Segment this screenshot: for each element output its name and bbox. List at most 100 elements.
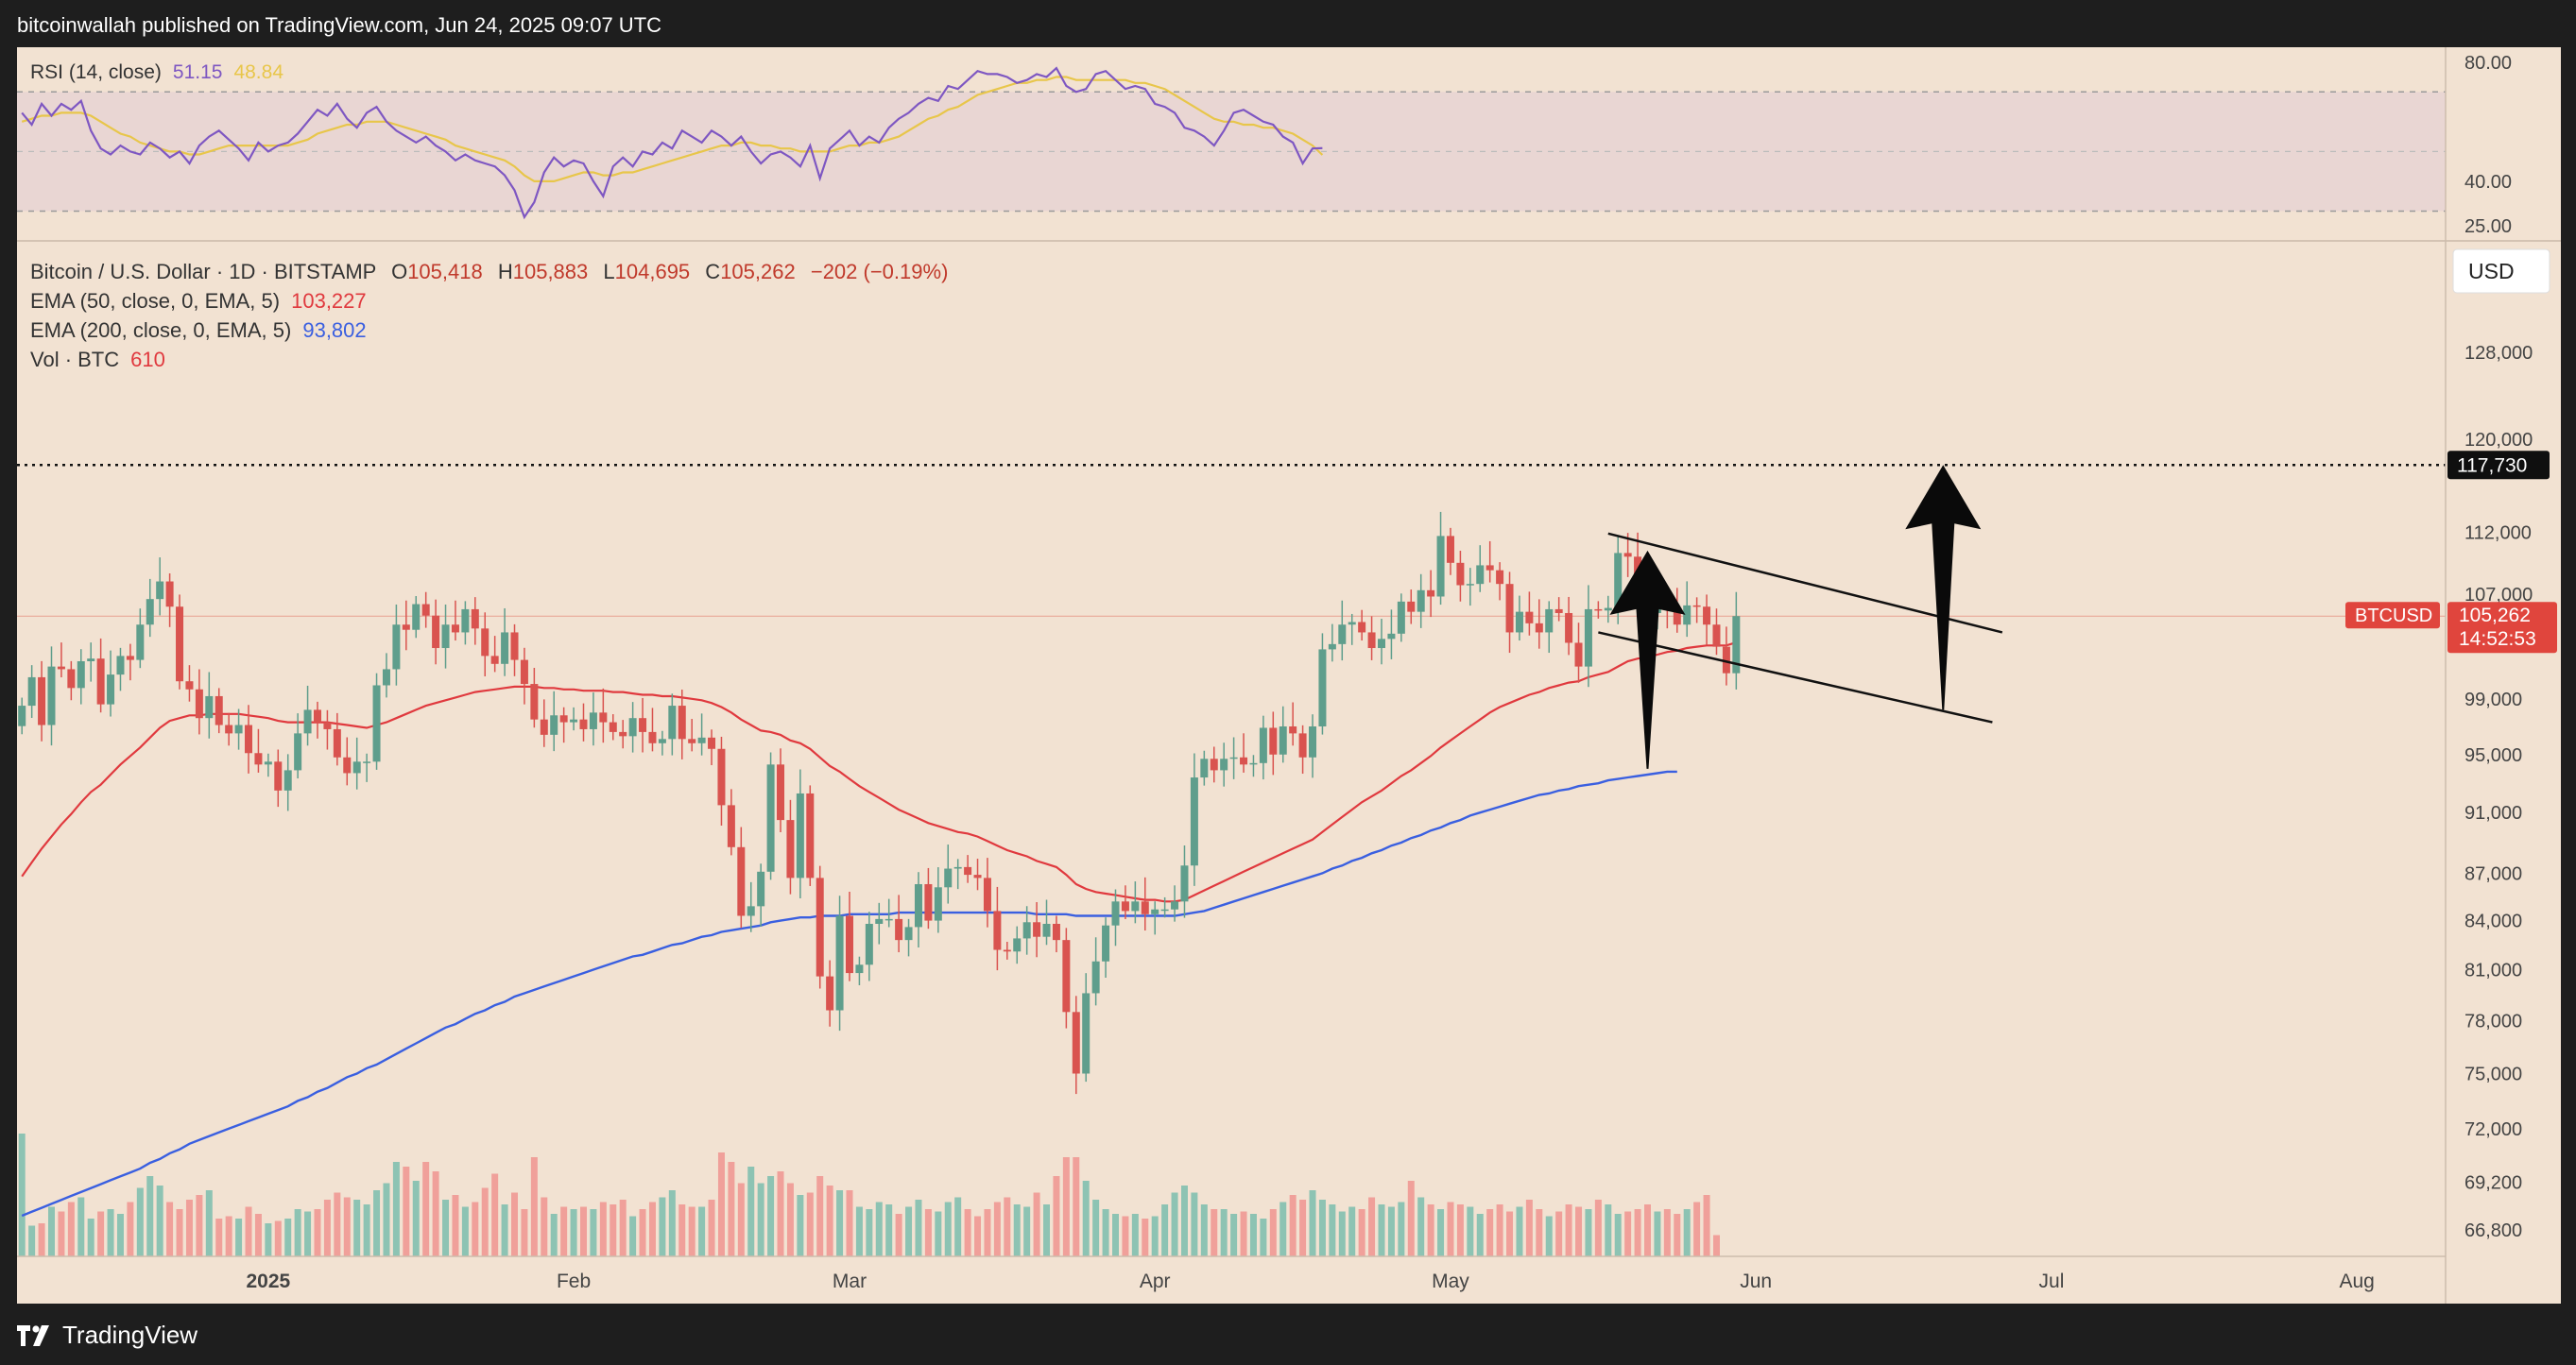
- volume-bar: [1142, 1219, 1149, 1256]
- volume-bar: [855, 1206, 863, 1256]
- candle: [1318, 633, 1327, 735]
- candle: [1623, 533, 1632, 577]
- candle: [1062, 928, 1071, 1029]
- price-pane: Bitcoin / U.S. Dollar · 1D · BITSTAMP O1…: [17, 260, 2446, 1256]
- volume-bar: [176, 1209, 183, 1256]
- candle: [1249, 755, 1258, 777]
- price-tick-label: 91,000: [2464, 803, 2522, 824]
- low-value: 104,695: [615, 260, 691, 283]
- volume-bar: [1585, 1209, 1592, 1256]
- channel-line[interactable]: [1598, 631, 1993, 724]
- candle: [185, 665, 194, 702]
- candle: [1712, 608, 1721, 656]
- candle: [27, 665, 36, 718]
- candle: [609, 714, 617, 741]
- volume-bar: [363, 1204, 370, 1256]
- volume-bar: [58, 1211, 65, 1256]
- candle: [1180, 845, 1189, 918]
- candle: [57, 642, 65, 678]
- chart-area[interactable]: RSI (14, close) 51.15 48.84 80.00 40.00 25.0…: [17, 47, 2561, 1304]
- volume-bar: [1151, 1216, 1159, 1256]
- volume-bar: [254, 1214, 262, 1256]
- candle: [156, 557, 164, 616]
- channel-line[interactable]: [1607, 532, 2003, 634]
- volume-bar: [67, 1202, 75, 1256]
- volume-bar: [265, 1223, 272, 1256]
- price-tick-label: 84,000: [2464, 912, 2522, 932]
- volume-bar: [639, 1209, 646, 1256]
- candle: [38, 660, 46, 742]
- volume-bar: [1467, 1206, 1474, 1256]
- candle: [510, 623, 519, 676]
- candle: [747, 881, 755, 932]
- volume-bar: [560, 1206, 568, 1256]
- candle: [18, 697, 26, 735]
- candle: [826, 960, 834, 1027]
- candle: [412, 595, 421, 639]
- volume-bar: [1407, 1181, 1415, 1256]
- candle: [1160, 896, 1169, 918]
- volume-bar: [964, 1209, 971, 1256]
- candle: [1279, 706, 1287, 763]
- volume-bar: [1447, 1202, 1454, 1256]
- volume-bar: [1240, 1211, 1247, 1256]
- volume-bar: [1279, 1202, 1287, 1256]
- volume-bar: [422, 1162, 430, 1256]
- rsi-legend-name: RSI (14, close): [30, 61, 162, 83]
- publisher-line: bitcoinwallah published on TradingView.c…: [17, 13, 662, 37]
- candle: [777, 748, 785, 833]
- candle: [461, 601, 470, 645]
- price-tick-label: 69,200: [2464, 1172, 2522, 1193]
- volume-bar: [1220, 1209, 1228, 1256]
- drawing-annotations[interactable]: [1598, 465, 2003, 769]
- candle: [274, 749, 283, 808]
- volume-bar: [1506, 1211, 1514, 1256]
- candle: [914, 872, 922, 947]
- candle: [1338, 600, 1347, 661]
- arrow-up-drawing[interactable]: [1609, 550, 1686, 769]
- volume-bar: [541, 1197, 548, 1256]
- chart-canvas[interactable]: RSI (14, close) 51.15 48.84 80.00 40.00 25.0…: [17, 47, 2561, 1304]
- tradingview-logo[interactable]: TradingView: [17, 1321, 197, 1350]
- footer-bar: TradingView: [0, 1304, 2576, 1365]
- currency-button[interactable]: USD: [2452, 248, 2550, 294]
- currency-label: USD: [2468, 259, 2515, 283]
- arrow-up-drawing[interactable]: [1905, 465, 1982, 710]
- volume-bar: [1092, 1200, 1100, 1256]
- volume-bar: [806, 1192, 814, 1256]
- price-tick-label: 72,000: [2464, 1119, 2522, 1140]
- volume-bar: [1634, 1209, 1641, 1256]
- candle: [107, 650, 115, 717]
- candle: [146, 578, 154, 638]
- candle: [1072, 996, 1080, 1095]
- volume-bar: [1230, 1214, 1238, 1256]
- volume-bar: [1693, 1202, 1701, 1256]
- candle: [737, 827, 746, 929]
- volume-bar: [728, 1162, 735, 1256]
- volume-bar: [944, 1202, 952, 1256]
- candle: [303, 685, 312, 746]
- time-axis[interactable]: 2025 Feb Mar Apr May Jun Jul Aug: [247, 1271, 2375, 1292]
- volume-bar: [1536, 1209, 1543, 1256]
- volume-bar: [1378, 1204, 1385, 1256]
- candle: [1309, 714, 1317, 778]
- volume-bar: [205, 1190, 213, 1256]
- candle: [628, 702, 637, 753]
- candle: [126, 643, 134, 681]
- volume-bar: [156, 1186, 163, 1256]
- current-price: 105,262: [2459, 605, 2531, 626]
- volume-bar: [97, 1211, 105, 1256]
- volume-bar: [392, 1162, 400, 1256]
- volume-bar: [885, 1204, 893, 1256]
- volume-bar: [915, 1200, 922, 1256]
- price-axis[interactable]: 128,000 120,000 112,000 107,000 99,000 95,000…: [2464, 343, 2533, 1241]
- volume-bar: [1161, 1204, 1169, 1256]
- candle: [1111, 889, 1120, 947]
- candle: [589, 692, 597, 746]
- volume-bar: [77, 1197, 85, 1256]
- volume-bar: [1525, 1200, 1533, 1256]
- volume-bar: [323, 1200, 331, 1256]
- candle: [697, 713, 706, 756]
- candle: [323, 709, 332, 750]
- candle: [116, 647, 125, 691]
